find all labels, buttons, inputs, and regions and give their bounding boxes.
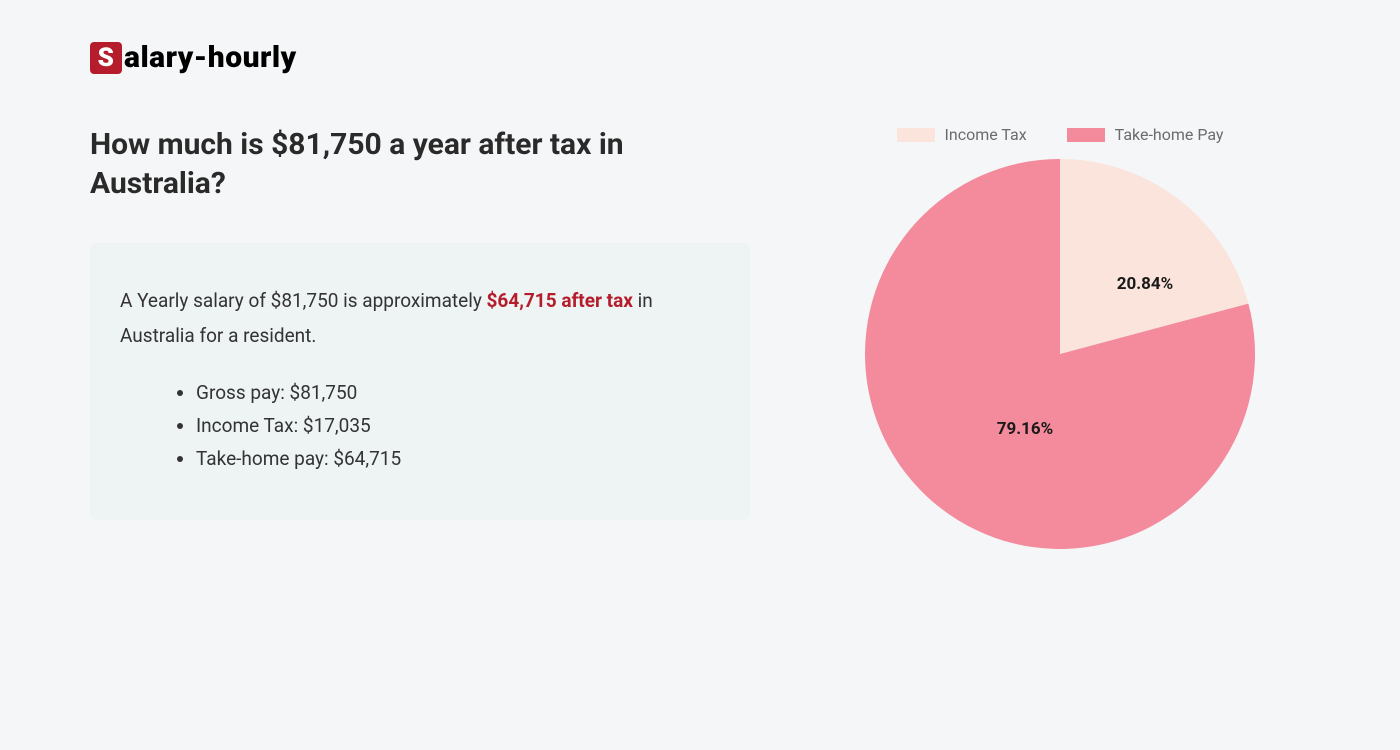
logo-text: alary-hourly [124,40,297,75]
legend-item-take-home: Take-home Pay [1067,125,1224,144]
list-item: Gross pay: $81,750 [196,381,720,404]
summary-highlight: $64,715 after tax [487,289,633,312]
legend-item-income-tax: Income Tax [897,125,1027,144]
legend-label: Take-home Pay [1115,125,1224,144]
pie-slice-label: 79.16% [997,419,1054,439]
summary-pre: A Yearly salary of $81,750 is approximat… [120,289,487,312]
list-item: Take-home pay: $64,715 [196,447,720,470]
legend-swatch-icon [1067,128,1105,142]
page-title: How much is $81,750 a year after tax in … [90,125,750,203]
logo-badge-icon: S [90,42,122,74]
chart-legend: Income Tax Take-home Pay [810,125,1310,144]
summary-box: A Yearly salary of $81,750 is approximat… [90,243,750,520]
pie-slice-label: 20.84% [1117,274,1174,294]
legend-swatch-icon [897,128,935,142]
right-column: Income Tax Take-home Pay 20.84% 79.16% [810,125,1310,549]
legend-label: Income Tax [945,125,1027,144]
summary-list: Gross pay: $81,750 Income Tax: $17,035 T… [120,381,720,470]
summary-sentence: A Yearly salary of $81,750 is approximat… [120,283,720,353]
pie-svg [865,159,1255,549]
main-row: How much is $81,750 a year after tax in … [90,125,1310,549]
page-container: Salary-hourly How much is $81,750 a year… [0,0,1400,589]
list-item: Income Tax: $17,035 [196,414,720,437]
left-column: How much is $81,750 a year after tax in … [90,125,750,549]
logo: Salary-hourly [90,40,1310,75]
pie-chart: 20.84% 79.16% [865,159,1255,549]
